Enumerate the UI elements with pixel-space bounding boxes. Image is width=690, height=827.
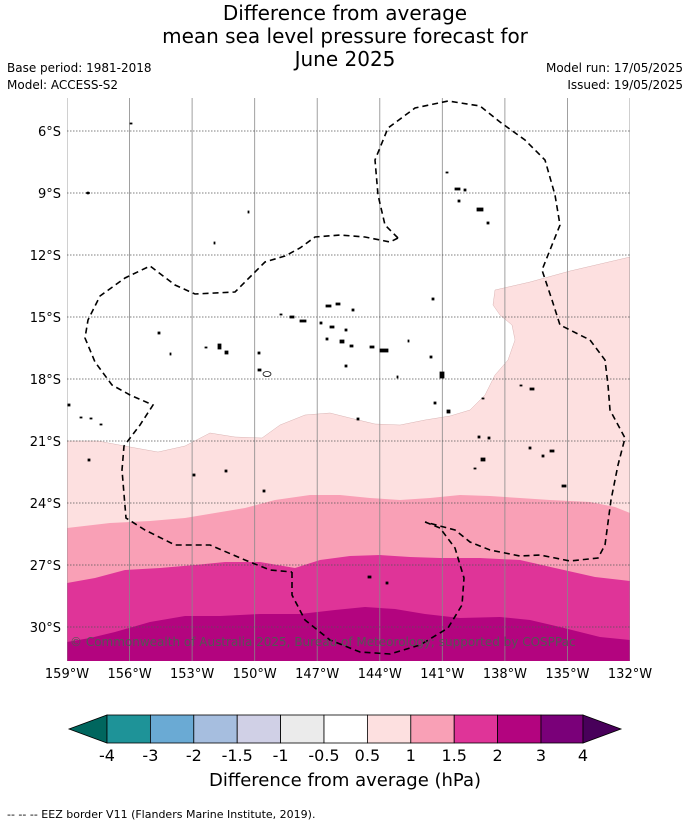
colorbar: -4 -3 -2 -1.5 -1 -0.5 0.5 1 1.5 2 3 4 bbox=[67, 714, 623, 765]
colorbar-tick-label: 1 bbox=[406, 746, 416, 765]
lon-label: 144°W bbox=[358, 667, 402, 682]
colorbar-tick-label: -2 bbox=[186, 746, 202, 765]
eez-legend-footnote: -- -- -- EEZ border V11 (Flanders Marine… bbox=[7, 808, 316, 821]
colorbar-extend-low bbox=[67, 714, 108, 744]
lon-label: 153°W bbox=[170, 667, 214, 682]
lat-label: 30°S bbox=[30, 621, 61, 636]
lon-label: 156°W bbox=[108, 667, 152, 682]
lat-label: 27°S bbox=[30, 559, 61, 574]
colorbar-segment bbox=[497, 714, 542, 744]
colorbar-segment bbox=[280, 714, 325, 744]
copyright-notice: © Commonwealth of Australia 2025, Bureau… bbox=[70, 635, 576, 649]
latitude-labels: 6°S 9°S 12°S 15°S 18°S 21°S 24°S 27°S 30… bbox=[30, 125, 61, 636]
colorbar-tick-label: 1.5 bbox=[441, 746, 466, 765]
graticule-lat bbox=[67, 130, 630, 628]
lat-label: 15°S bbox=[30, 311, 61, 326]
colorbar-tick-label: 2 bbox=[493, 746, 503, 765]
issued-date: Issued: 19/05/2025 bbox=[567, 78, 683, 92]
colorbar-segment bbox=[540, 714, 584, 744]
meta-left: Base period: 1981-2018 Model: ACCESS-S2 bbox=[7, 60, 152, 94]
lat-label: 24°S bbox=[30, 497, 61, 512]
colorbar-segment bbox=[193, 714, 238, 744]
lon-label: 141°W bbox=[420, 667, 464, 682]
lat-label: 9°S bbox=[38, 187, 61, 202]
colorbar-tick-label: 3 bbox=[536, 746, 546, 765]
colorbar-tick-label: -1.5 bbox=[222, 746, 253, 765]
colorbar-title: Difference from average (hPa) bbox=[208, 770, 482, 791]
eez-border-cook-islands bbox=[84, 234, 399, 573]
colorbar-segment bbox=[323, 714, 368, 744]
colorbar-tick-label: 4 bbox=[578, 746, 588, 765]
colorbar-tick-label: -0.5 bbox=[308, 746, 339, 765]
colorbar-segment bbox=[106, 714, 151, 744]
anomaly-band-2-3 bbox=[67, 607, 630, 661]
meta-right: Model run: 17/05/2025 Issued: 19/05/2025 bbox=[546, 60, 683, 94]
longitude-labels: 159°W 156°W 153°W 150°W 147°W 144°W 141°… bbox=[45, 667, 652, 682]
lon-label: 159°W bbox=[45, 667, 89, 682]
colorbar-tick-label: -3 bbox=[142, 746, 158, 765]
title-line-3: June 2025 bbox=[294, 47, 396, 71]
islands bbox=[67, 122, 567, 585]
base-period: Base period: 1981-2018 bbox=[7, 61, 152, 75]
lon-label: 135°W bbox=[545, 667, 589, 682]
model-run: Model run: 17/05/2025 bbox=[545, 61, 683, 75]
graticule bbox=[67, 98, 630, 661]
lat-label: 18°S bbox=[30, 373, 61, 388]
model-name: Model: ACCESS-S2 bbox=[7, 78, 119, 92]
colorbar-segment bbox=[453, 714, 499, 744]
eez-border-southern-loop bbox=[291, 521, 465, 655]
lon-label: 138°W bbox=[483, 667, 527, 682]
lon-label: 132°W bbox=[608, 667, 652, 682]
colorbar-extend-high bbox=[582, 714, 623, 744]
colorbar-segment bbox=[410, 714, 455, 744]
colorbar-tick-label: -1 bbox=[273, 746, 289, 765]
lon-label: 150°W bbox=[233, 667, 277, 682]
colorbar-segment bbox=[236, 714, 281, 744]
lon-label: 147°W bbox=[295, 667, 339, 682]
title-line-1: Difference from average bbox=[222, 1, 468, 25]
chart-title: Difference from average mean sea level p… bbox=[0, 2, 690, 71]
lat-label: 21°S bbox=[30, 435, 61, 450]
title-line-2: mean sea level pressure forecast for bbox=[162, 24, 528, 48]
map-area: © Commonwealth of Australia 2025, Bureau… bbox=[67, 98, 630, 661]
lat-label: 6°S bbox=[38, 125, 61, 140]
colorbar-segment bbox=[149, 714, 195, 744]
colorbar-tick-label: 0.5 bbox=[355, 746, 380, 765]
colorbar-segment bbox=[366, 714, 412, 744]
lat-label: 12°S bbox=[30, 249, 61, 264]
eez-border-french-polynesia bbox=[374, 100, 626, 562]
colorbar-tick-label: -4 bbox=[99, 746, 115, 765]
